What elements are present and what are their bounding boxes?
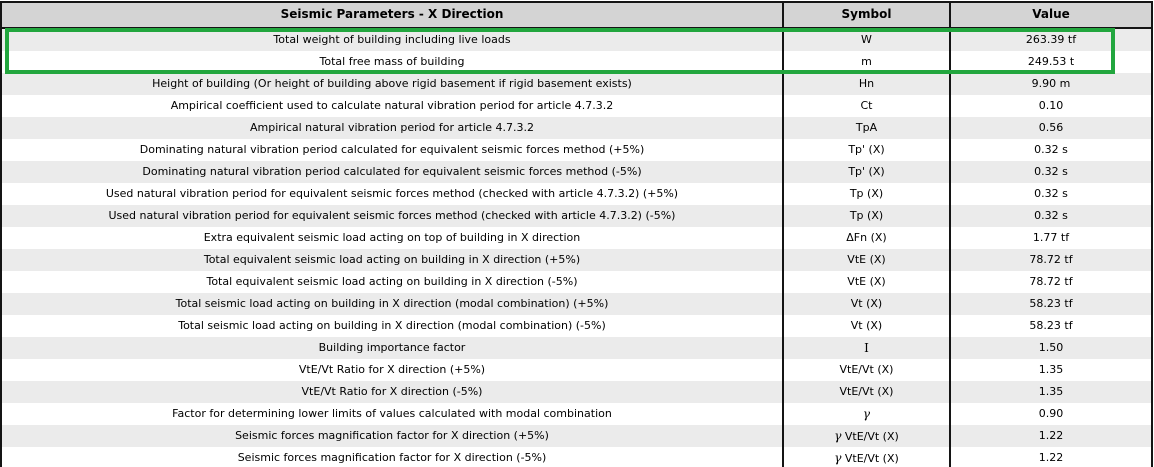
value-cell: 263.39 tf (949, 29, 1151, 51)
value-cell: 78.72 tf (949, 271, 1151, 293)
symbol-cell: Ct (782, 95, 949, 117)
value-cell: 1.35 (949, 359, 1151, 381)
symbol-cell: VtE (X) (782, 271, 949, 293)
table-row: Total equivalent seismic load acting on … (2, 249, 1151, 271)
table-row: Height of building (Or height of buildin… (2, 73, 1151, 95)
value-cell: 0.32 s (949, 183, 1151, 205)
parameter-cell: Ampirical natural vibration period for a… (2, 117, 782, 139)
parameter-cell: Height of building (Or height of buildin… (2, 73, 782, 95)
parameter-cell: Seismic forces magnification factor for … (2, 425, 782, 447)
value-cell: 1.22 (949, 425, 1151, 447)
parameter-cell: Used natural vibration period for equiva… (2, 205, 782, 227)
value-cell: 0.32 s (949, 205, 1151, 227)
table-row: Extra equivalent seismic load acting on … (2, 227, 1151, 249)
value-cell: 78.72 tf (949, 249, 1151, 271)
symbol-cell: γ VtE/Vt (X) (782, 447, 949, 467)
table-row: VtE/Vt Ratio for X direction (-5%) VtE/V… (2, 381, 1151, 403)
symbol-cell: Vt (X) (782, 293, 949, 315)
value-cell: 58.23 tf (949, 293, 1151, 315)
table-row: VtE/Vt Ratio for X direction (+5%) VtE/V… (2, 359, 1151, 381)
symbol-cell: ΔFn (X) (782, 227, 949, 249)
symbol-cell: TpA (782, 117, 949, 139)
symbol-cell: VtE/Vt (X) (782, 359, 949, 381)
value-cell: 0.32 s (949, 139, 1151, 161)
parameter-cell: Total free mass of building (2, 51, 782, 73)
value-cell: 1.50 (949, 337, 1151, 359)
symbol-cell: VtE (X) (782, 249, 949, 271)
table-row: Building importance factor I 1.50 (2, 337, 1151, 359)
table-row: Total free mass of building m 249.53 t (2, 51, 1151, 73)
table-row: Total seismic load acting on building in… (2, 315, 1151, 337)
table-row: Used natural vibration period for equiva… (2, 183, 1151, 205)
symbol-cell: Tp (X) (782, 205, 949, 227)
parameter-cell: Total equivalent seismic load acting on … (2, 249, 782, 271)
value-cell: 249.53 t (949, 51, 1151, 73)
parameter-cell: Seismic forces magnification factor for … (2, 447, 782, 467)
value-cell: 0.90 (949, 403, 1151, 425)
parameter-cell: Used natural vibration period for equiva… (2, 183, 782, 205)
symbol-cell: VtE/Vt (X) (782, 381, 949, 403)
table-row: Ampirical coefficient used to calculate … (2, 95, 1151, 117)
column-header-symbol: Symbol (782, 3, 949, 27)
table-header-row: Seismic Parameters - X Direction Symbol … (2, 3, 1151, 29)
value-cell: 1.77 tf (949, 227, 1151, 249)
parameter-cell: Total seismic load acting on building in… (2, 315, 782, 337)
parameter-cell: VtE/Vt Ratio for X direction (+5%) (2, 359, 782, 381)
symbol-cell: Hn (782, 73, 949, 95)
parameter-cell: Total weight of building including live … (2, 29, 782, 51)
value-cell: 0.32 s (949, 161, 1151, 183)
table-row: Dominating natural vibration period calc… (2, 161, 1151, 183)
table-row: Ampirical natural vibration period for a… (2, 117, 1151, 139)
parameter-cell: Ampirical coefficient used to calculate … (2, 95, 782, 117)
parameter-cell: Extra equivalent seismic load acting on … (2, 227, 782, 249)
table-row: Factor for determining lower limits of v… (2, 403, 1151, 425)
value-cell: 1.22 (949, 447, 1151, 467)
parameter-cell: Building importance factor (2, 337, 782, 359)
symbol-cell: W (782, 29, 949, 51)
symbol-cell: γ (782, 403, 949, 425)
symbol-cell: γ VtE/Vt (X) (782, 425, 949, 447)
table-row: Dominating natural vibration period calc… (2, 139, 1151, 161)
table-row: Total weight of building including live … (2, 29, 1151, 51)
value-cell: 1.35 (949, 381, 1151, 403)
table-row: Seismic forces magnification factor for … (2, 425, 1151, 447)
parameter-cell: Factor for determining lower limits of v… (2, 403, 782, 425)
value-cell: 0.10 (949, 95, 1151, 117)
parameter-cell: Total seismic load acting on building in… (2, 293, 782, 315)
symbol-cell: I (782, 337, 949, 359)
symbol-cell: Tp' (X) (782, 161, 949, 183)
column-header-value: Value (949, 3, 1151, 27)
column-header-parameter: Seismic Parameters - X Direction (280, 7, 504, 21)
value-cell: 9.90 m (949, 73, 1151, 95)
parameter-cell: Dominating natural vibration period calc… (2, 139, 782, 161)
symbol-cell: Tp (X) (782, 183, 949, 205)
value-cell: 58.23 tf (949, 315, 1151, 337)
table-body: Total weight of building including live … (2, 29, 1151, 467)
parameter-cell: Dominating natural vibration period calc… (2, 161, 782, 183)
parameter-cell: Total equivalent seismic load acting on … (2, 271, 782, 293)
table-row: Total seismic load acting on building in… (2, 293, 1151, 315)
symbol-cell: Tp' (X) (782, 139, 949, 161)
symbol-cell: m (782, 51, 949, 73)
symbol-cell: Vt (X) (782, 315, 949, 337)
value-cell: 0.56 (949, 117, 1151, 139)
table-row: Seismic forces magnification factor for … (2, 447, 1151, 467)
table-row: Total equivalent seismic load acting on … (2, 271, 1151, 293)
table-row: Used natural vibration period for equiva… (2, 205, 1151, 227)
parameter-cell: VtE/Vt Ratio for X direction (-5%) (2, 381, 782, 403)
